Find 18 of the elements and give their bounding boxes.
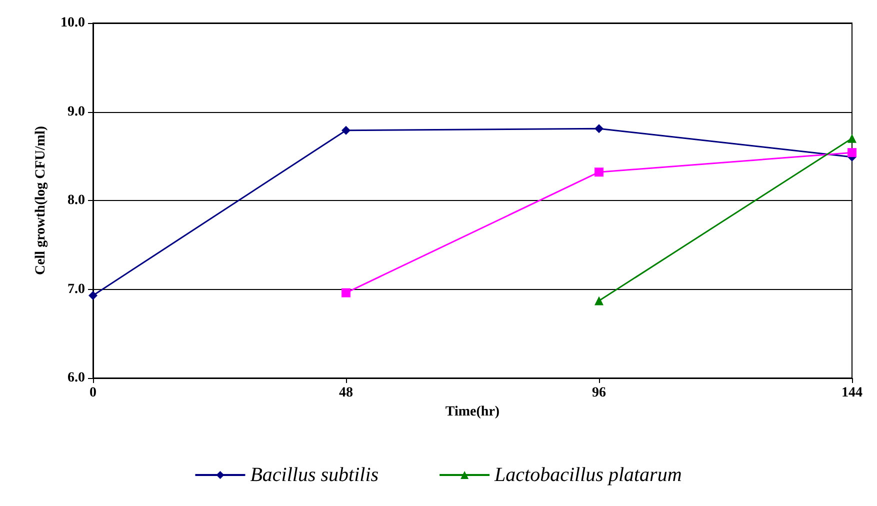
x-tick-label: 96 [592, 386, 606, 400]
y-tick-label: 9.0 [68, 104, 85, 120]
legend-label: Lactobacillus platarum [494, 464, 682, 486]
x-tick-label: 144 [842, 386, 862, 400]
y-tick-label: 10.0 [60, 16, 85, 30]
y-tick-label: 8.0 [68, 193, 85, 208]
legend-label: Bacillus subtilis [250, 464, 379, 486]
x-axis-title: Time(hr) [445, 404, 500, 420]
point [848, 148, 856, 158]
x-tick-label: 0 [90, 386, 96, 400]
point [594, 168, 604, 177]
point [342, 126, 350, 135]
point [594, 124, 604, 134]
y-tick-label: 6.0 [68, 370, 85, 386]
y-tick-label: 7.0 [68, 282, 85, 297]
y-axis-title: Cell growth(log CFU/ml) [34, 126, 48, 276]
point [342, 288, 350, 298]
x-tick-label: 48 [339, 386, 353, 400]
